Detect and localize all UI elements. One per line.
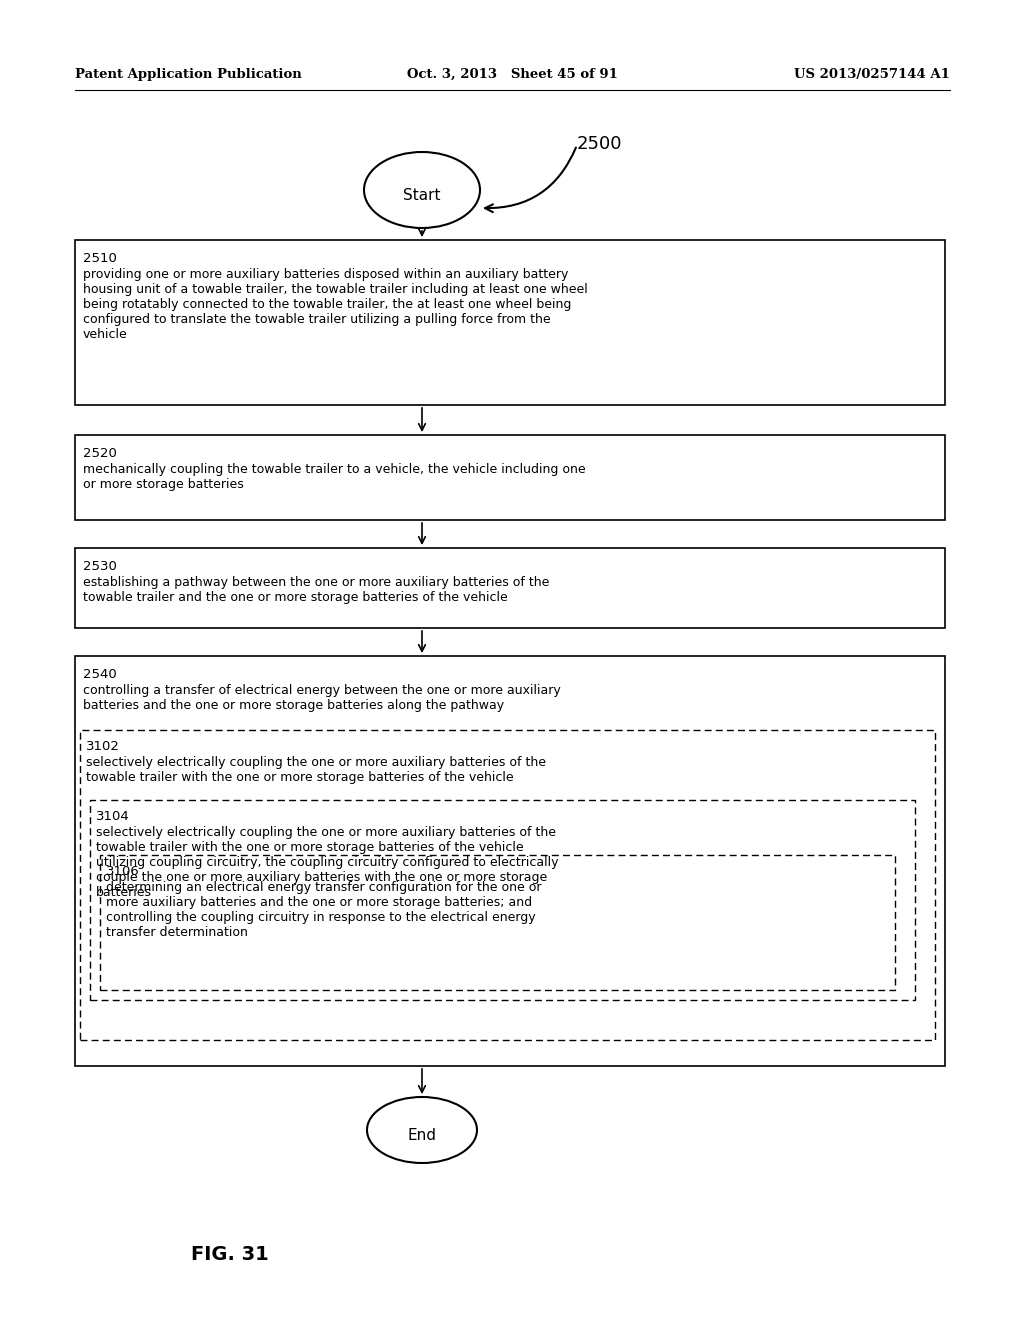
Text: controlling a transfer of electrical energy between the one or more auxiliary
ba: controlling a transfer of electrical ene… — [83, 684, 561, 711]
Bar — [75, 240, 945, 405]
Text: 2520: 2520 — [83, 447, 117, 459]
Text: FIG. 31: FIG. 31 — [191, 1246, 269, 1265]
Bar — [75, 548, 945, 628]
Text: selectively electrically coupling the one or more auxiliary batteries of the
tow: selectively electrically coupling the on… — [96, 826, 558, 899]
Ellipse shape — [367, 1097, 477, 1163]
Text: Oct. 3, 2013   Sheet 45 of 91: Oct. 3, 2013 Sheet 45 of 91 — [407, 69, 617, 81]
Text: establishing a pathway between the one or more auxiliary batteries of the
towabl: establishing a pathway between the one o… — [83, 576, 549, 605]
Bar — [100, 855, 895, 990]
Text: 2530: 2530 — [83, 560, 117, 573]
Bar — [75, 656, 945, 1067]
Text: 3104: 3104 — [96, 810, 130, 822]
Text: mechanically coupling the towable trailer to a vehicle, the vehicle including on: mechanically coupling the towable traile… — [83, 463, 586, 491]
Text: Patent Application Publication: Patent Application Publication — [75, 69, 302, 81]
Bar — [80, 730, 935, 1040]
Ellipse shape — [364, 152, 480, 228]
Text: End: End — [408, 1129, 436, 1143]
Text: 3102: 3102 — [86, 741, 120, 752]
Text: determining an electrical energy transfer configuration for the one or
more auxi: determining an electrical energy transfe… — [106, 880, 542, 939]
Text: US 2013/0257144 A1: US 2013/0257144 A1 — [795, 69, 950, 81]
Text: 2500: 2500 — [577, 135, 623, 153]
Text: 2540: 2540 — [83, 668, 117, 681]
Text: 3106: 3106 — [106, 865, 139, 878]
Text: Start: Start — [403, 189, 440, 203]
Text: selectively electrically coupling the one or more auxiliary batteries of the
tow: selectively electrically coupling the on… — [86, 756, 546, 784]
Text: providing one or more auxiliary batteries disposed within an auxiliary battery
h: providing one or more auxiliary batterie… — [83, 268, 588, 341]
Bar — [90, 800, 915, 1001]
Text: 2510: 2510 — [83, 252, 117, 265]
Bar — [75, 436, 945, 520]
